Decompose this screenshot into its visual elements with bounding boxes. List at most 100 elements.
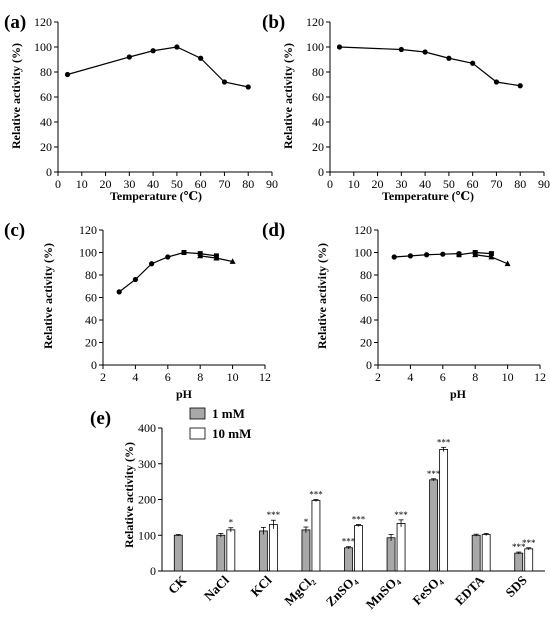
- data-point: [150, 48, 156, 54]
- category-label: ZnSO₄: [323, 572, 360, 609]
- data-point: [149, 261, 155, 267]
- x-tick-label: 2: [100, 370, 106, 384]
- y-tick-label: 100: [306, 40, 324, 54]
- data-point: [64, 71, 71, 78]
- data-point: [488, 251, 494, 257]
- y-tick-label: 80: [85, 268, 97, 282]
- data-point: [422, 49, 428, 55]
- x-tick-label: 50: [171, 177, 183, 191]
- bar: [429, 479, 439, 572]
- significance-label: *: [304, 517, 309, 527]
- data-point: [398, 46, 404, 53]
- significance-label: ***: [352, 515, 366, 525]
- y-tick-label: 80: [40, 65, 52, 79]
- data-point: [132, 276, 138, 283]
- data-point: [456, 252, 462, 258]
- y-tick-label: 120: [306, 15, 324, 29]
- category-label: EDTA: [452, 572, 488, 608]
- series-line: [118, 251, 185, 293]
- significance-label: ***: [522, 538, 536, 548]
- x-tick-label: 8: [472, 370, 478, 384]
- x-tick-label: 12: [259, 370, 271, 384]
- data-point: [407, 253, 413, 259]
- x-tick-label: 0: [327, 177, 333, 191]
- data-point: [472, 251, 479, 258]
- x-tick-label: 50: [443, 177, 455, 191]
- y-tick-label: 40: [85, 313, 97, 327]
- bar: [216, 534, 226, 572]
- category-label: SDS: [502, 573, 529, 600]
- data-point: [488, 253, 495, 260]
- x-axis-label: pH: [450, 387, 467, 401]
- x-tick-label: 90: [538, 177, 550, 191]
- x-tick-label: 8: [197, 370, 203, 384]
- bar: [439, 449, 449, 572]
- x-tick-label: 0: [55, 177, 61, 191]
- y-tick-label: 20: [360, 336, 372, 350]
- bar: [514, 552, 524, 572]
- panel-label: (d): [262, 220, 285, 241]
- data-point: [221, 79, 228, 85]
- panel-a: (a) 0 10 20 30 40 50 60 70 80 90 0 20 40 60 80 100 120 Tem…: [4, 12, 278, 203]
- bar: [386, 537, 396, 572]
- bar: [344, 547, 353, 572]
- x-tick-label: 70: [490, 177, 502, 191]
- category-label: NaCl: [201, 572, 232, 603]
- y-tick-label: 300: [138, 457, 156, 471]
- bar: [173, 534, 183, 572]
- x-tick-label: 4: [407, 370, 413, 384]
- data-point: [504, 260, 511, 267]
- x-tick-label: 2: [375, 370, 381, 384]
- y-axis-label: Relative activity (%): [41, 243, 55, 349]
- bar: [268, 524, 278, 572]
- bar: [524, 548, 534, 572]
- y-tick-label: 80: [312, 65, 324, 79]
- x-tick-label: 10: [502, 370, 514, 384]
- x-axis-label: Temperature (℃): [382, 189, 474, 203]
- significance-label: ***: [427, 469, 441, 479]
- y-axis-label: Relative activity (%): [281, 43, 295, 149]
- x-tick-label: 10: [76, 177, 88, 191]
- data-point: [116, 289, 122, 295]
- x-tick-label: 70: [218, 177, 230, 191]
- y-axis-label: Relative activity (%): [315, 243, 329, 349]
- data-point: [424, 252, 430, 258]
- y-tick-label: 200: [138, 493, 156, 507]
- category-label: MgCl₂: [281, 572, 317, 608]
- significance-label: ***: [437, 437, 451, 447]
- panel-label: (a): [4, 12, 26, 33]
- panel-label: (c): [4, 220, 25, 241]
- y-tick-label: 60: [360, 291, 372, 305]
- y-tick-label: 0: [91, 358, 97, 372]
- legend-label: 1 mM: [212, 406, 245, 421]
- y-tick-label: 40: [360, 313, 372, 327]
- legend-label: 10 mM: [212, 426, 251, 441]
- y-tick-label: 80: [360, 268, 372, 282]
- y-tick-label: 40: [312, 115, 324, 129]
- series-line: [339, 46, 521, 87]
- x-tick-label: 6: [440, 370, 446, 384]
- significance-label: ***: [342, 537, 356, 547]
- y-tick-label: 60: [85, 291, 97, 305]
- x-tick-label: 30: [395, 177, 407, 191]
- data-point: [197, 252, 204, 259]
- y-tick-label: 120: [34, 15, 52, 29]
- x-tick-label: 10: [348, 177, 360, 191]
- data-point: [174, 44, 180, 50]
- y-tick-label: 20: [40, 140, 52, 154]
- bar: [311, 500, 321, 572]
- data-point: [213, 254, 220, 261]
- bar: [226, 529, 236, 572]
- y-tick-label: 120: [79, 223, 97, 237]
- y-tick-label: 0: [150, 564, 156, 578]
- x-tick-label: 4: [132, 370, 138, 384]
- data-point: [493, 79, 500, 85]
- y-tick-label: 20: [85, 336, 97, 350]
- data-point: [198, 55, 204, 61]
- x-tick-label: 10: [227, 370, 239, 384]
- significance-label: *: [229, 518, 234, 528]
- y-tick-label: 60: [40, 90, 52, 104]
